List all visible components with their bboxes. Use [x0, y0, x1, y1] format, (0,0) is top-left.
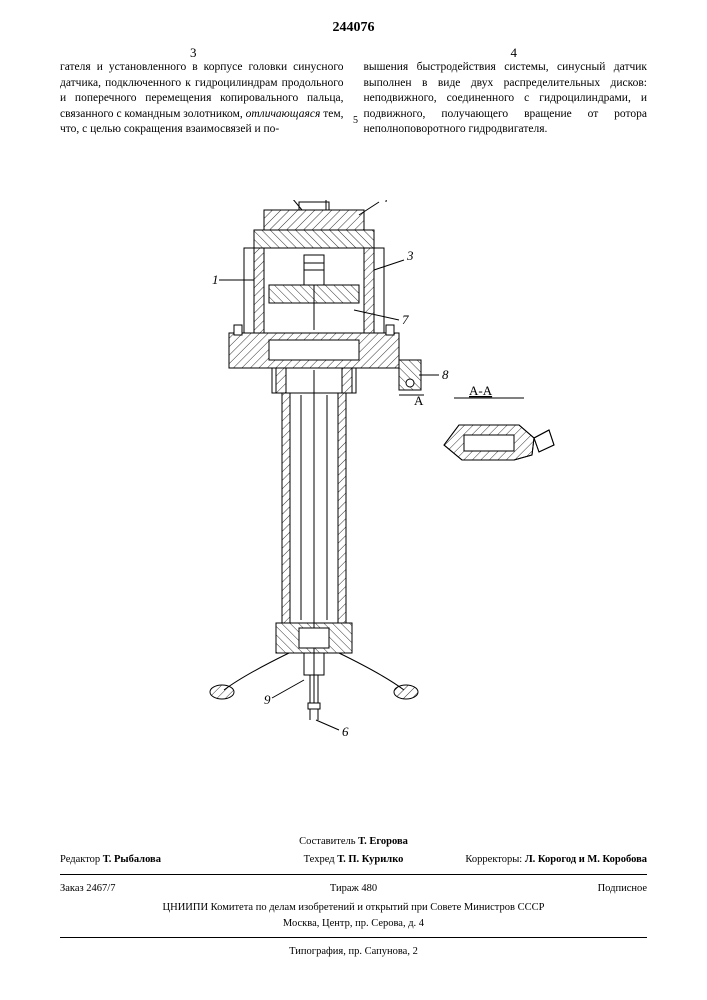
- svg-text:А: А: [414, 393, 424, 408]
- patent-number: 244076: [0, 20, 707, 36]
- callout-7: 7: [402, 312, 409, 327]
- left-col-italic: отличающаяся: [246, 108, 321, 120]
- section-label: А-А: [469, 383, 493, 398]
- page-number-left: 3: [190, 45, 197, 61]
- techred: Техред Т. П. Курилко: [256, 852, 452, 868]
- left-column: гателя и установленного в корпусе головк…: [60, 60, 344, 138]
- claim-text: гателя и установленного в корпусе головк…: [60, 60, 647, 138]
- callout-1: 1: [212, 272, 219, 287]
- callout-8: 8: [442, 367, 449, 382]
- address: Москва, Центр, пр. Серова, д. 4: [60, 916, 647, 932]
- credits-row: Редактор Т. Рыбалова Техред Т. П. Курилк…: [60, 852, 647, 868]
- mechanical-drawing: 1 2 3 4 5 6 7 8 9 А А-А: [104, 200, 604, 760]
- callout-9: 9: [264, 692, 271, 707]
- callout-6: 6: [342, 724, 349, 739]
- callout-4: 4: [382, 200, 389, 205]
- organization: ЦНИИПИ Комитета по делам изобретений и о…: [60, 900, 647, 916]
- callout-3: 3: [406, 248, 414, 263]
- typography: Типография, пр. Сапунова, 2: [60, 944, 647, 960]
- page-number-right: 4: [511, 45, 518, 61]
- correctors: Корректоры: Л. Корогод и М. Коробова: [451, 852, 647, 868]
- footer: Составитель Т. Егорова Редактор Т. Рыбал…: [60, 834, 647, 961]
- order-number: Заказ 2467/7: [60, 881, 256, 897]
- subscription: Подписное: [451, 881, 647, 897]
- compiler-line: Составитель Т. Егорова: [60, 834, 647, 850]
- tirazh: Тираж 480: [256, 881, 452, 897]
- editor: Редактор Т. Рыбалова: [60, 852, 256, 868]
- right-col-text: вышения быстродействия системы, синусный…: [364, 60, 648, 138]
- patent-page: 244076 3 4 5 гателя и установленного в к…: [0, 0, 707, 1000]
- figure: 1 2 3 4 5 6 7 8 9 А А-А: [0, 200, 707, 760]
- right-column: вышения быстродействия системы, синусный…: [364, 60, 648, 138]
- print-row: Заказ 2467/7 Тираж 480 Подписное: [60, 881, 647, 897]
